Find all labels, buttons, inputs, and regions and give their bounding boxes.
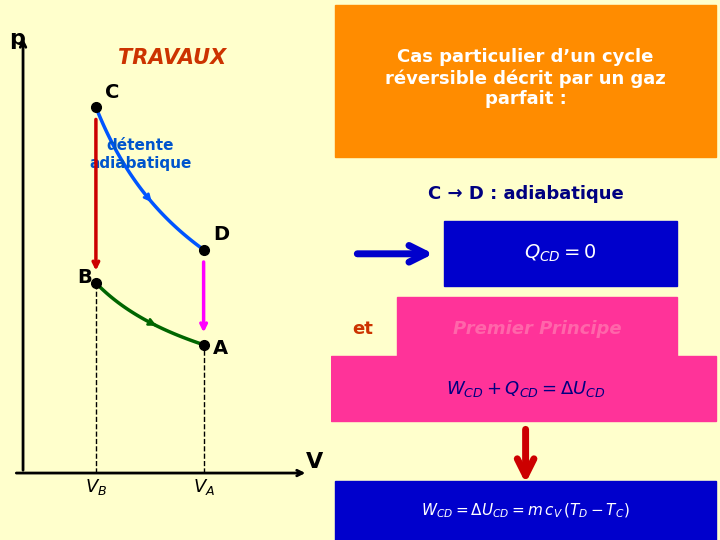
Text: D: D <box>213 225 229 244</box>
Text: et: et <box>352 320 373 339</box>
Text: Premier Principe: Premier Principe <box>453 320 621 339</box>
FancyBboxPatch shape <box>331 356 716 421</box>
Text: A: A <box>213 339 228 358</box>
Text: p: p <box>9 29 24 49</box>
FancyBboxPatch shape <box>397 297 678 362</box>
Text: C: C <box>105 83 120 102</box>
FancyBboxPatch shape <box>335 481 716 540</box>
Text: $Q_{CD} = 0$: $Q_{CD} = 0$ <box>524 243 597 265</box>
Text: TRAVAUX: TRAVAUX <box>118 49 226 69</box>
Text: détente
adiabatique: détente adiabatique <box>89 138 192 171</box>
FancyBboxPatch shape <box>335 5 716 157</box>
Text: V: V <box>306 453 323 472</box>
FancyBboxPatch shape <box>444 221 678 286</box>
Text: Cas particulier d’un cycle
réversible décrit par un gaz
parfait :: Cas particulier d’un cycle réversible dé… <box>385 48 666 109</box>
Text: $W_{CD} + Q_{CD} = \Delta U_{CD}$: $W_{CD} + Q_{CD} = \Delta U_{CD}$ <box>446 379 606 399</box>
Text: $W_{CD} = \Delta U_{CD} = m\, c_V\, ( T_D - T_C )$: $W_{CD} = \Delta U_{CD} = m\, c_V\, ( T_… <box>421 501 630 519</box>
Text: $V_A$: $V_A$ <box>192 477 215 497</box>
Text: B: B <box>77 268 91 287</box>
Text: C → D : adiabatique: C → D : adiabatique <box>428 185 624 204</box>
Text: $V_B$: $V_B$ <box>85 477 107 497</box>
